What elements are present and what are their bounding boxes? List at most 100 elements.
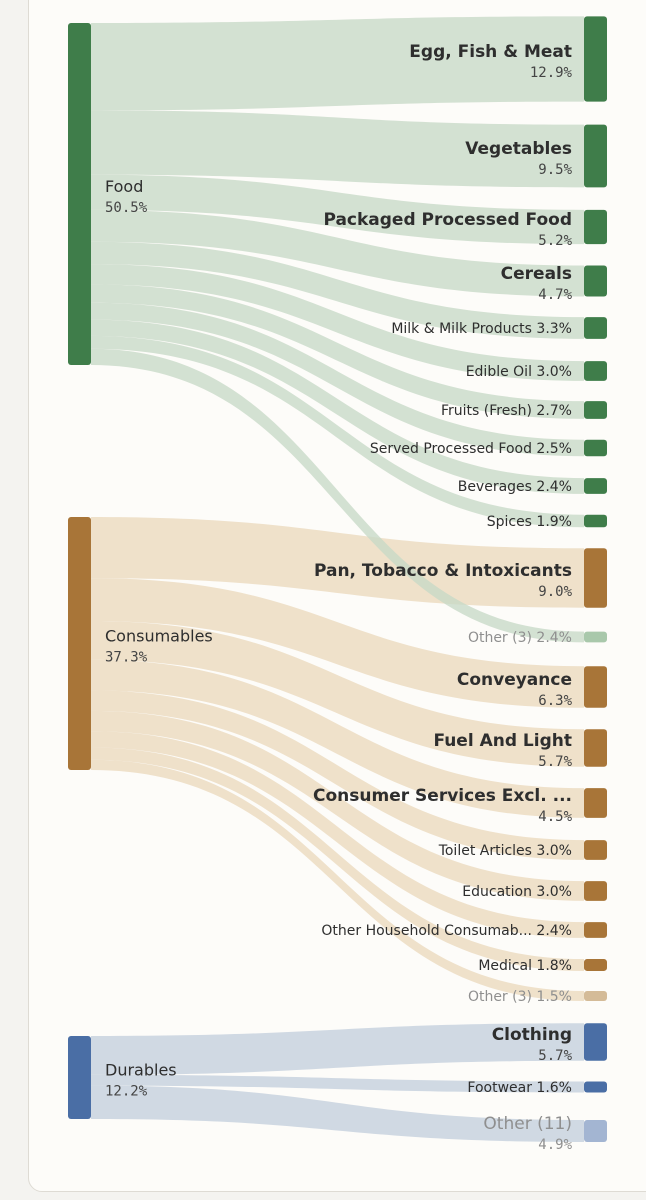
target-name-medical-18: Medical — [478, 958, 536, 974]
target-node-served-processed-food-7 — [584, 439, 607, 457]
target-node-cereals-3 — [584, 265, 607, 297]
target-label-cereals-3: Cereals — [501, 264, 572, 284]
source-value-consumables: 37.3% — [105, 650, 148, 666]
target-value-edible-oil-5: 3.0% — [536, 364, 572, 380]
target-value-other-3-19: 1.5% — [536, 989, 572, 1005]
nodes-layer — [68, 16, 607, 1143]
target-node-other-household-consumab-17 — [584, 922, 607, 938]
target-node-beverages-8 — [584, 478, 607, 494]
target-label-fruits-fresh-6: Fruits (Fresh) 2.7% — [441, 403, 572, 419]
links-layer — [91, 16, 584, 1143]
sankey-chart-card: Food 50.5% Consumables 37.3% Durables 12.2% Eg… — [28, 0, 646, 1192]
link-durables-to-footwear — [91, 1074, 584, 1093]
target-value-served-processed-food-7: 2.5% — [536, 441, 572, 457]
target-label-fuel-and-light-13: Fuel And Light — [433, 731, 572, 751]
link-durables-to-clothing — [91, 1023, 584, 1075]
target-label-toilet-articles-15: Toilet Articles 3.0% — [438, 843, 572, 859]
link-food-to-cereals — [91, 209, 584, 297]
target-name-other-3-11: Other (3) — [468, 630, 536, 646]
target-name-served-processed-food-7: Served Processed Food — [370, 441, 537, 457]
target-label-milk-milk-products-4: Milk & Milk Products 3.3% — [391, 321, 572, 337]
target-node-fruits-fresh-6 — [584, 401, 607, 419]
target-node-vegetables-1 — [584, 124, 607, 188]
link-food-to-edible-oil — [91, 264, 584, 381]
source-node-consumables — [68, 517, 91, 770]
target-node-other-3-19 — [584, 991, 607, 1001]
target-value-education-16: 3.0% — [536, 884, 572, 900]
target-label-other-11-22: Other (11) — [483, 1114, 572, 1134]
link-consumables-to-fuel-and-light — [91, 621, 584, 767]
target-value-medical-18: 1.8% — [536, 958, 572, 974]
target-value-vegetables-1: 9.5% — [538, 162, 572, 178]
link-consumables-to-medical — [91, 747, 584, 971]
source-label-food: Food — [105, 177, 143, 196]
link-food-to-fruits-fresh — [91, 284, 584, 419]
target-label-conveyance-12: Conveyance — [457, 670, 572, 690]
source-value-food: 50.5% — [105, 200, 148, 216]
target-label-education-16: Education 3.0% — [462, 884, 572, 900]
target-name-education-16: Education — [462, 884, 536, 900]
target-name-edible-oil-5: Edible Oil — [466, 364, 537, 380]
target-label-vegetables-1: Vegetables — [465, 139, 572, 159]
target-node-edible-oil-5 — [584, 361, 607, 381]
target-value-egg-fish-meat-0: 12.9% — [530, 65, 573, 81]
target-node-packaged-processed-food-2 — [584, 209, 607, 245]
target-node-other-11-22 — [584, 1119, 607, 1143]
link-food-to-vegetables — [91, 110, 584, 188]
source-value-durables: 12.2% — [105, 1084, 148, 1100]
target-name-beverages-8: Beverages — [458, 479, 537, 495]
target-value-milk-milk-products-4: 3.3% — [536, 321, 572, 337]
target-value-fruits-fresh-6: 2.7% — [536, 403, 572, 419]
target-node-education-16 — [584, 881, 607, 901]
target-node-footwear-21 — [584, 1081, 607, 1093]
target-node-fuel-and-light-13 — [584, 729, 607, 767]
target-value-pan-tobacco-intoxicants-10: 9.0% — [538, 584, 572, 600]
target-label-clothing-20: Clothing — [492, 1025, 572, 1045]
target-label-beverages-8: Beverages 2.4% — [458, 479, 572, 495]
target-name-other-household-consumab-17: Other Household Consumab... — [321, 923, 536, 939]
link-consumables-to-toilet-articles — [91, 690, 584, 860]
link-consumables-to-pan-tobacco-intoxicants — [91, 517, 584, 608]
target-label-other-3-11: Other (3) 2.4% — [468, 630, 572, 646]
target-node-toilet-articles-15 — [584, 840, 607, 860]
target-value-other-11-22: 4.9% — [538, 1137, 572, 1153]
target-node-consumer-services-excl-14 — [584, 788, 607, 818]
target-value-other-3-11: 2.4% — [536, 630, 572, 646]
target-value-consumer-services-excl-14: 4.5% — [538, 809, 572, 825]
link-food-to-packaged-processed-food — [91, 174, 584, 245]
target-node-milk-milk-products-4 — [584, 317, 607, 339]
link-food-to-milk-milk-products — [91, 241, 584, 339]
target-value-packaged-processed-food-2: 5.2% — [538, 233, 572, 249]
target-value-spices-9: 1.9% — [536, 514, 572, 530]
target-value-beverages-8: 2.4% — [536, 479, 572, 495]
target-value-clothing-20: 5.7% — [538, 1048, 572, 1064]
link-food-to-served-processed-food — [91, 302, 584, 457]
target-node-other-3-11 — [584, 631, 607, 643]
target-value-cereals-3: 4.7% — [538, 287, 572, 303]
link-food-to-egg-fish-meat — [91, 16, 584, 111]
link-consumables-to-education — [91, 710, 584, 901]
target-value-other-household-consumab-17: 2.4% — [536, 923, 572, 939]
source-node-durables — [68, 1036, 91, 1119]
target-name-spices-9: Spices — [487, 514, 537, 530]
link-consumables-to-other-household-consumab — [91, 731, 584, 938]
target-label-other-3-19: Other (3) 1.5% — [468, 989, 572, 1005]
target-label-footwear-21: Footwear 1.6% — [467, 1080, 572, 1096]
target-node-egg-fish-meat-0 — [584, 16, 607, 102]
target-label-egg-fish-meat-0: Egg, Fish & Meat — [409, 42, 572, 62]
link-consumables-to-other-3 — [91, 759, 584, 1001]
target-node-medical-18 — [584, 959, 607, 971]
target-node-clothing-20 — [584, 1023, 607, 1061]
target-name-footwear-21: Footwear — [467, 1080, 536, 1096]
target-label-packaged-processed-food-2: Packaged Processed Food — [323, 210, 572, 230]
link-consumables-to-consumer-services-excl — [91, 659, 584, 818]
link-food-to-other-3 — [91, 348, 584, 643]
target-name-fruits-fresh-6: Fruits (Fresh) — [441, 403, 536, 419]
target-label-edible-oil-5: Edible Oil 3.0% — [466, 364, 572, 380]
link-food-to-beverages — [91, 319, 584, 494]
target-value-footwear-21: 1.6% — [536, 1080, 572, 1096]
target-value-toilet-articles-15: 3.0% — [536, 843, 572, 859]
target-name-toilet-articles-15: Toilet Articles — [438, 843, 537, 859]
target-label-consumer-services-excl-14: Consumer Services Excl. ... — [313, 786, 572, 806]
target-node-spices-9 — [584, 514, 607, 528]
